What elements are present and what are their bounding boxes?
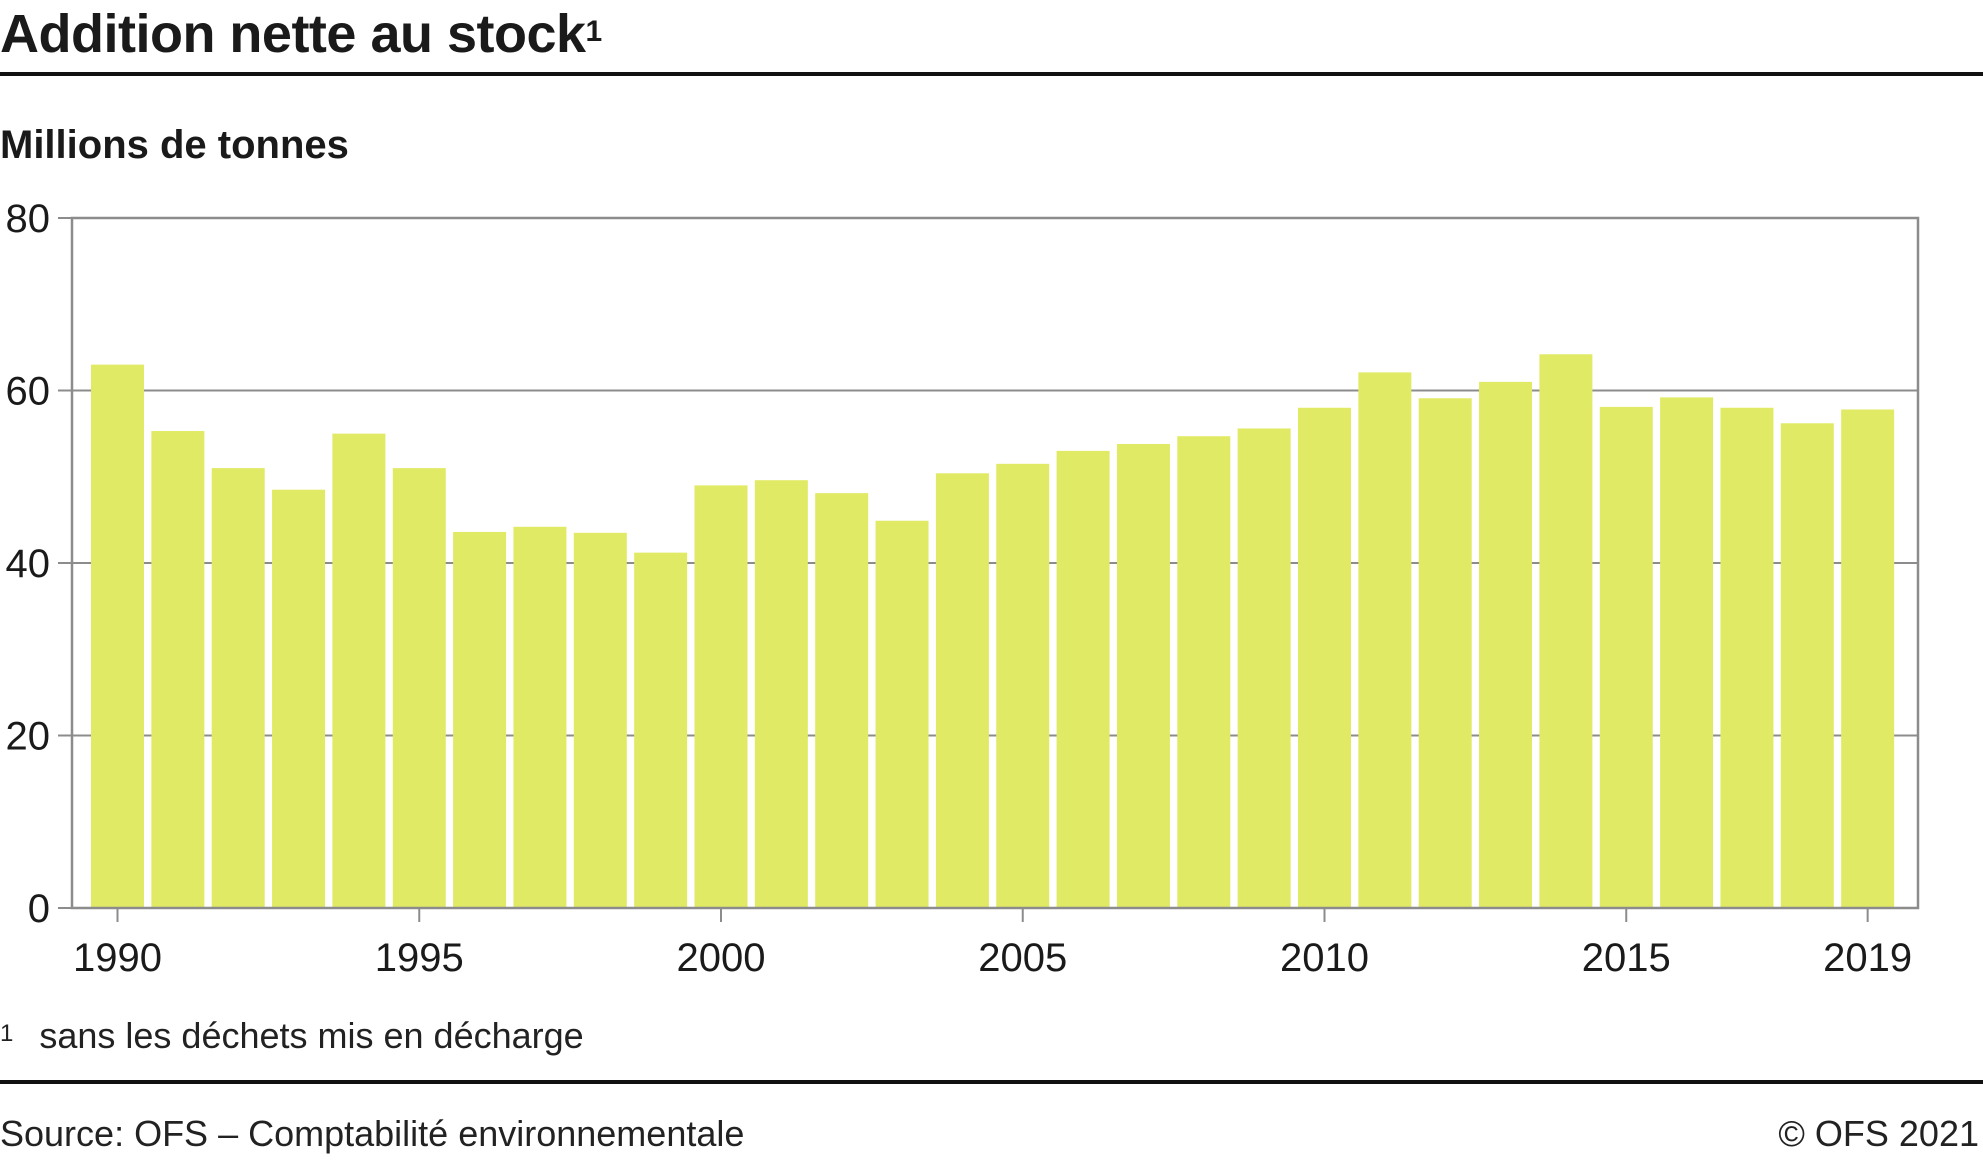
bar-1995 — [392, 468, 446, 908]
bar-2017 — [1720, 407, 1774, 908]
source-text: Source: OFS – Comptabilité environnement… — [0, 1113, 745, 1154]
y-axis-ticks: 0 20 40 60 80 — [6, 197, 72, 931]
copyright-text: © OFS 2021 — [1778, 1113, 1979, 1154]
bar-1993 — [272, 489, 326, 908]
footnote-text: sans les déchets mis en décharge — [39, 1015, 584, 1056]
y-axis-unit-label: Millions de tonnes — [0, 123, 349, 167]
x-tick-label: 2019 — [1823, 936, 1912, 980]
bar-2002 — [815, 493, 869, 908]
top-rule — [0, 72, 1983, 76]
bar-2005 — [996, 463, 1050, 908]
footnote-mark: 1 — [0, 1020, 14, 1047]
y-tick-label: 40 — [6, 542, 51, 586]
chart-title: Addition nette au stock1 — [0, 2, 602, 66]
bar-2014 — [1539, 354, 1593, 908]
y-tick-label: 60 — [6, 370, 51, 414]
bar-2012 — [1418, 398, 1472, 908]
bar-2004 — [935, 473, 989, 908]
footnote: 1 sans les déchets mis en décharge — [0, 1014, 584, 1058]
y-tick-label: 20 — [6, 715, 51, 759]
bar-2001 — [754, 480, 808, 908]
bar-2010 — [1298, 407, 1351, 908]
bar-1997 — [513, 526, 567, 908]
bar-1998 — [573, 532, 627, 908]
bar-2003 — [875, 520, 929, 908]
bar-1996 — [453, 531, 507, 908]
bar-2015 — [1599, 406, 1653, 908]
bar-2013 — [1479, 381, 1533, 908]
x-axis-ticks: 1990 1995 2000 2005 2010 2015 2019 — [73, 908, 1912, 980]
bar-2009 — [1237, 428, 1291, 908]
bar-2008 — [1177, 436, 1231, 908]
x-tick-label: 1995 — [375, 936, 464, 980]
bar-2007 — [1116, 443, 1170, 908]
bar-chart: 0 20 40 60 80 1990 1995 2000 2005 2010 2015 2019 — [6, 197, 1920, 980]
x-tick-label: 1990 — [73, 936, 162, 980]
bars — [91, 354, 1895, 908]
x-tick-label: 2005 — [978, 936, 1067, 980]
y-tick-label: 80 — [6, 197, 51, 241]
chart-title-text: Addition nette au stock — [0, 4, 586, 64]
bar-2018 — [1780, 423, 1834, 908]
bar-1990 — [91, 364, 144, 908]
y-tick-label: 0 — [28, 887, 50, 931]
bar-2016 — [1660, 397, 1714, 908]
bar-2011 — [1358, 372, 1412, 908]
x-tick-label: 2000 — [677, 936, 766, 980]
bar-1994 — [332, 433, 386, 908]
bar-1991 — [151, 431, 205, 908]
bar-2000 — [694, 485, 748, 908]
bar-2019 — [1841, 409, 1895, 908]
x-tick-label: 2010 — [1280, 936, 1369, 980]
title-footnote-mark: 1 — [585, 15, 603, 48]
bottom-rule — [0, 1080, 1983, 1084]
bar-1992 — [211, 468, 265, 908]
bar-1999 — [634, 552, 688, 908]
x-tick-label: 2015 — [1582, 936, 1671, 980]
bar-2006 — [1056, 450, 1110, 908]
